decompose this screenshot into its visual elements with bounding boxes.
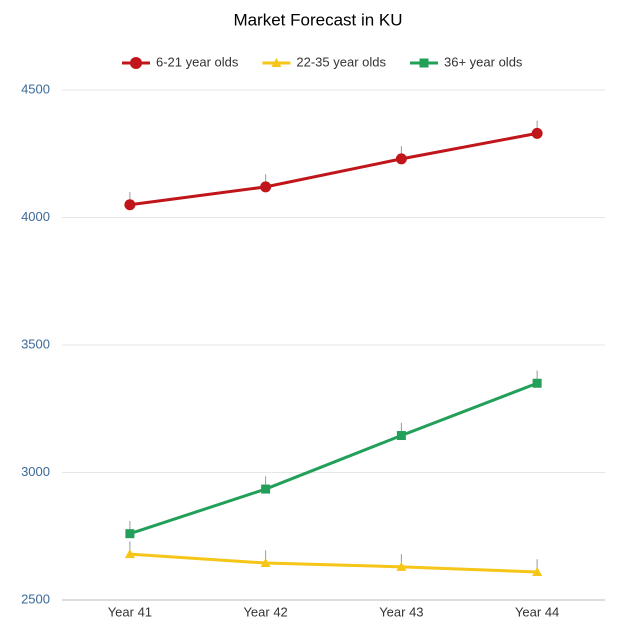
x-tick-label: Year 43	[379, 604, 423, 619]
marker	[531, 127, 543, 139]
chart-title: Market Forecast in KU	[233, 10, 402, 29]
series-line	[129, 552, 538, 574]
y-tick-label: 4000	[21, 209, 50, 224]
marker	[532, 566, 543, 576]
marker	[260, 558, 271, 568]
legend-label: 22-35 year olds	[296, 54, 386, 69]
x-tick-label: Year 42	[243, 604, 287, 619]
y-tick-label: 3500	[21, 336, 50, 351]
marker	[124, 199, 136, 211]
marker	[395, 153, 407, 165]
y-tick-label: 3000	[21, 464, 50, 479]
marker	[124, 549, 135, 559]
y-tick-label: 2500	[21, 591, 50, 606]
marker	[261, 484, 271, 494]
marker	[396, 431, 406, 441]
marker	[396, 561, 407, 571]
marker	[125, 529, 135, 539]
marker	[271, 58, 282, 67]
legend-label: 6-21 year olds	[156, 54, 239, 69]
marker	[419, 58, 429, 68]
series-line	[129, 131, 538, 207]
marker	[260, 181, 272, 193]
x-tick-label: Year 44	[515, 604, 559, 619]
marker	[532, 378, 542, 388]
marker	[129, 56, 143, 70]
y-tick-label: 4500	[21, 81, 50, 96]
x-tick-label: Year 41	[108, 604, 152, 619]
legend-label: 36+ year olds	[444, 54, 523, 69]
series-line	[129, 381, 538, 536]
